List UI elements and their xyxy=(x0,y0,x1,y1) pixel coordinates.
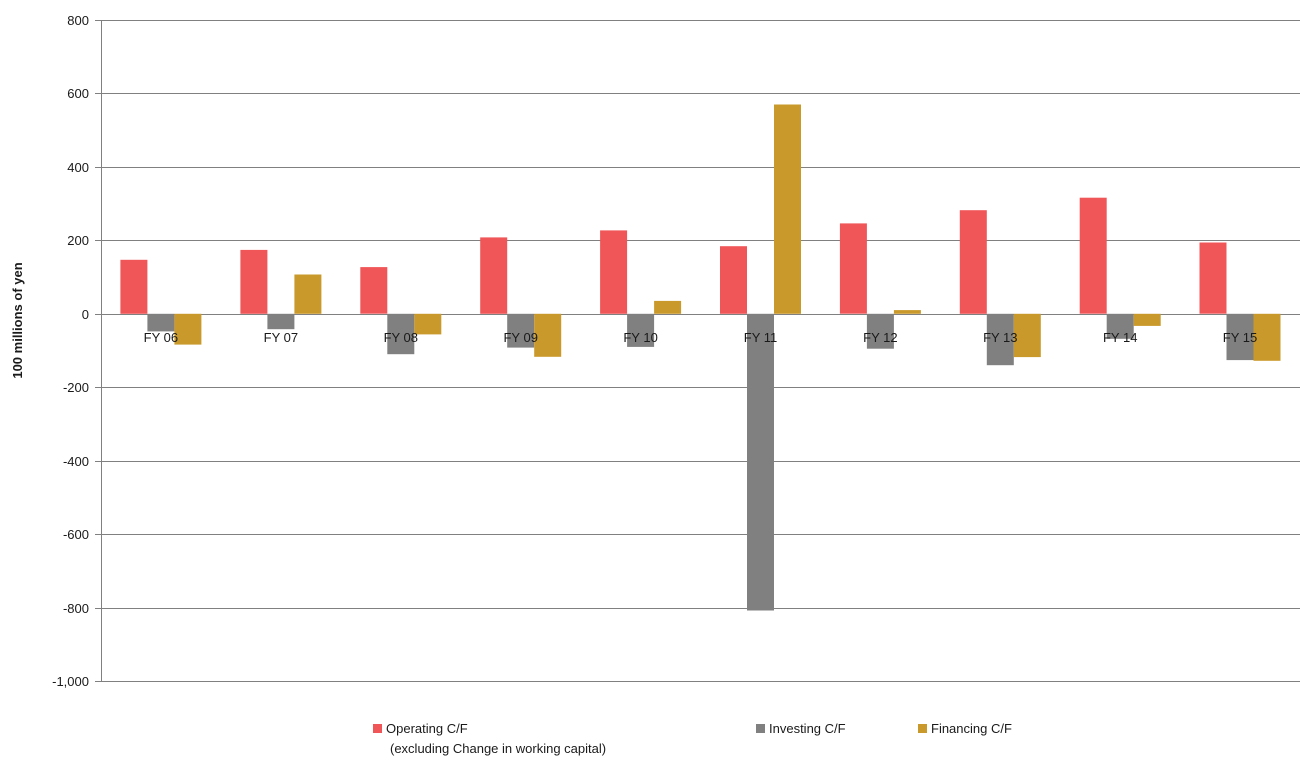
y-tick-label: 400 xyxy=(67,160,89,175)
category-label: FY 14 xyxy=(1103,330,1137,345)
investing-cf-bar xyxy=(866,313,894,349)
operating-cf-bar xyxy=(120,259,148,314)
investing-cf-bar xyxy=(747,313,774,611)
operating-cf-bar xyxy=(1079,197,1107,314)
grid-lines xyxy=(101,20,1300,682)
category-label: FY 06 xyxy=(144,330,178,345)
category-label: FY 15 xyxy=(1223,330,1257,345)
operating-cf-bar xyxy=(839,223,867,314)
y-tick-label: -600 xyxy=(63,527,89,542)
investing-cf-bar xyxy=(1106,313,1134,339)
category-label: FY 13 xyxy=(983,330,1017,345)
legend-label-subtitle: (excluding Change in working capital) xyxy=(390,741,606,756)
operating-cf-bar xyxy=(720,246,747,314)
operating-cf-bar xyxy=(1199,242,1227,314)
operating-cf-bar xyxy=(360,267,388,314)
y-tick-labels: 800 600 400 200 0 -200 -400 -600 -800 -1,000 xyxy=(52,13,89,689)
legend-swatch xyxy=(918,724,927,733)
investing-cf-bar xyxy=(627,313,655,347)
legend-swatch xyxy=(756,724,765,733)
legend: Operating C/F (excluding Change in workin… xyxy=(373,721,1012,756)
operating-cf-bar xyxy=(959,210,987,314)
financing-cf-bar xyxy=(1013,313,1041,358)
legend-swatch xyxy=(373,724,382,733)
financing-cf-bar xyxy=(174,313,202,345)
category-label: FY 12 xyxy=(863,330,897,345)
investing-cf-bar xyxy=(387,313,415,355)
financing-cf-bar xyxy=(534,313,562,357)
investing-cf-bar xyxy=(147,313,175,332)
category-label: FY 07 xyxy=(264,330,298,345)
operating-cf-bar xyxy=(480,237,508,314)
y-tick-label: -400 xyxy=(63,454,89,469)
y-axis-label: 100 millions of yen xyxy=(10,262,25,378)
investing-cf-bar xyxy=(267,313,295,330)
investing-cf-bar xyxy=(986,313,1014,366)
financing-cf-bar xyxy=(414,313,442,335)
bars xyxy=(120,104,1281,611)
financing-cf-bar xyxy=(1133,313,1161,326)
category-label: FY 10 xyxy=(623,330,657,345)
operating-cf-bar xyxy=(240,249,268,314)
y-tick-label: -200 xyxy=(63,380,89,395)
y-tick-label: 600 xyxy=(67,86,89,101)
axes xyxy=(95,20,102,682)
y-tick-label: 800 xyxy=(67,13,89,28)
financing-cf-bar xyxy=(1253,313,1281,361)
financing-cf-bar xyxy=(893,310,921,314)
y-tick-label: -800 xyxy=(63,601,89,616)
category-labels: FY 06 FY 07 FY 08 FY 09 FY 10 FY 11 FY 12 FY 13… xyxy=(144,330,1258,345)
category-label: FY 09 xyxy=(503,330,537,345)
y-tick-label: 0 xyxy=(82,307,89,322)
y-tick-label: 200 xyxy=(67,233,89,248)
legend-label: Financing C/F xyxy=(931,721,1012,736)
financing-cf-bar xyxy=(294,274,322,314)
category-label: FY 11 xyxy=(744,330,777,345)
investing-cf-bar xyxy=(1226,313,1254,361)
financing-cf-bar xyxy=(774,104,801,314)
legend-label: Operating C/F xyxy=(386,721,468,736)
investing-cf-bar xyxy=(507,313,535,348)
category-label: FY 08 xyxy=(384,330,418,345)
operating-cf-bar xyxy=(600,230,628,314)
financing-cf-bar xyxy=(654,300,682,314)
y-tick-label: -1,000 xyxy=(52,674,89,689)
legend-label: Investing C/F xyxy=(769,721,846,736)
